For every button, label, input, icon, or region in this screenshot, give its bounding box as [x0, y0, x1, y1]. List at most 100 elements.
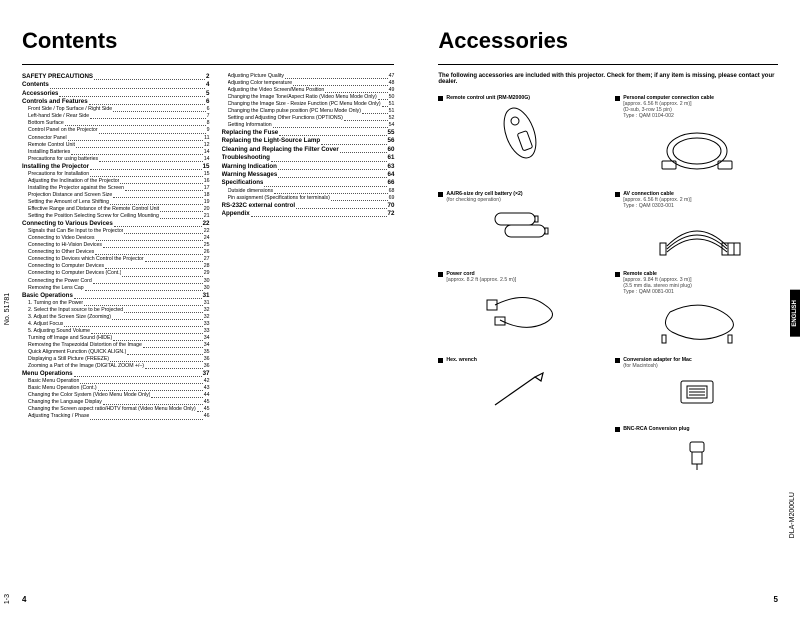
toc-page: 19: [204, 199, 210, 206]
toc-title: Setting the Amount of Lens Shifting: [28, 199, 109, 206]
bullet-icon: [615, 96, 620, 101]
toc-row: Installing Batteries14: [22, 149, 210, 156]
accessory-item: Remote cable[approx. 9.84 ft (approx. 3 …: [615, 271, 778, 351]
toc-row: Changing the Image Size - Resize Functio…: [222, 101, 395, 108]
toc-page: 4: [206, 81, 209, 89]
toc-page: 2: [206, 73, 209, 81]
toc-title: Controls and Features: [22, 98, 88, 106]
toc-row: Front Side / Top Surface / Right Side6: [22, 106, 210, 113]
toc-row: Remote Control Unit12: [22, 142, 210, 149]
bullet-icon: [438, 192, 443, 197]
toc-title: 3. Adjust the Screen Size (Zooming): [28, 314, 111, 321]
toc-row: Setting the Amount of Lens Shifting 19: [22, 199, 210, 206]
toc-row: 1. Turning on the Power31: [22, 300, 210, 307]
toc-page: 49: [389, 87, 395, 94]
toc-page: 27: [204, 256, 210, 263]
toc-row: Installing the Projector against the Scr…: [22, 185, 210, 192]
toc-row: Basic Menu Operation (Cont.)43: [22, 385, 210, 392]
toc-row: Zooming a Part of the Image (DIGITAL ZOO…: [22, 363, 210, 370]
toc-page: 6: [207, 106, 210, 113]
toc-row: Changing the Image Tone/Aspect Ratio (Vi…: [222, 94, 395, 101]
toc-page: 52: [389, 115, 395, 122]
toc-title: Connecting to Computer Devices (Cont.): [28, 270, 121, 277]
toc-title: Turning off Image and Sound (HIDE): [28, 335, 112, 342]
toc-row: Precautions for Installation15: [22, 171, 210, 178]
toc-page: 22: [204, 228, 210, 235]
toc-page: 7: [207, 113, 210, 120]
toc-row: Turning off Image and Sound (HIDE)34: [22, 335, 210, 342]
toc-row: SAFETY PRECAUTIONS2: [22, 73, 210, 81]
toc-page: 66: [388, 179, 395, 187]
toc-row: Removing the Lens Cap30: [22, 285, 210, 292]
accessory-item: Conversion adapter for Mac(for Macintosh…: [615, 357, 778, 420]
toc-page: 28: [204, 263, 210, 270]
toc-row: Adjusting Picture Quality47: [222, 73, 395, 80]
toc-page: 25: [204, 242, 210, 249]
toc-row: Connecting to Hi-Vision Devices25: [22, 242, 210, 249]
toc-row: Setting the Position Selecting Screw for…: [22, 213, 210, 220]
toc-page: 15: [203, 163, 210, 171]
page-number-right: 5: [774, 595, 778, 604]
toc-page: 31: [203, 292, 210, 300]
bullet-icon: [438, 358, 443, 363]
toc-title: Replacing the Fuse: [222, 129, 279, 137]
toc-title: Installing the Projector: [22, 163, 89, 171]
toc-page: 60: [388, 146, 395, 154]
toc-row: Adjusting the Inclination of the Project…: [22, 178, 210, 185]
toc-title: 4. Adjust Focus: [28, 321, 63, 328]
toc-page: 46: [204, 413, 210, 420]
toc-title: Connecting to Computer Devices: [28, 263, 104, 270]
toc-page: 17: [204, 185, 210, 192]
bullet-icon: [438, 96, 443, 101]
toc-row: 4. Adjust Focus 33: [22, 321, 210, 328]
accessory-subtitle: (for Macintosh): [623, 363, 658, 369]
toc-row: Quick Alignment Function (QUICK ALIGN.)3…: [22, 349, 210, 356]
accessory-item: Hex. wrench: [438, 357, 601, 420]
toc-row: Replacing the Fuse 55: [222, 129, 395, 137]
toc-row: Setting and Adjusting Other Functions (O…: [222, 115, 395, 122]
toc-row: Installing the Projector 15: [22, 163, 210, 171]
toc-title: Cleaning and Replacing the Filter Cover: [222, 146, 339, 154]
toc-page: 43: [204, 385, 210, 392]
toc-page: 44: [204, 392, 210, 399]
toc-title: Getting Information: [228, 122, 272, 129]
toc-title: Precautions for using batteries: [28, 156, 98, 163]
toc-title: 5. Adjusting Sound Volume: [28, 328, 90, 335]
toc-row: Displaying a Still Picture (FREEZE)36: [22, 356, 210, 363]
toc-row: Control Panel on the Projector9: [22, 127, 210, 134]
toc-column-1: SAFETY PRECAUTIONS2Contents4Accessories5…: [22, 73, 210, 421]
toc-page: 5: [206, 90, 209, 98]
toc-row: Projection Distance and Screen Size18: [22, 192, 210, 199]
accessories-grid: Remote control unit (RM-M2000G) Personal …: [438, 95, 778, 478]
toc-title: Pin assignment (Specifications for termi…: [228, 195, 330, 202]
toc-title: Adjusting Tracking / Phase: [28, 413, 89, 420]
toc-row: Adjusting Tracking / Phase 46: [22, 413, 210, 420]
toc-page: 15: [204, 171, 210, 178]
accessory-title: Remote control unit (RM-M2000G): [446, 95, 530, 101]
toc-page: 21: [204, 213, 210, 220]
toc-page: 45: [204, 406, 210, 413]
toc-page: 51: [389, 101, 395, 108]
toc-page: 70: [388, 202, 395, 210]
toc-title: Installing Batteries: [28, 149, 70, 156]
toc-row: Contents4: [22, 81, 210, 89]
toc-page: 30: [204, 285, 210, 292]
toc-page: 33: [204, 321, 210, 328]
bullet-icon: [615, 272, 620, 277]
toc-title: Changing the Image Tone/Aspect Ratio (Vi…: [228, 94, 377, 101]
toc-row: Basic Menu Operation42: [22, 378, 210, 385]
toc-page: 64: [388, 171, 395, 179]
toc-page: 33: [204, 328, 210, 335]
toc-page: 55: [388, 129, 395, 137]
accessory-item: Personal computer connection cable[appro…: [615, 95, 778, 185]
spine-label-top: No. 51781: [4, 293, 11, 325]
spine-label-bottom: 1-3: [4, 594, 11, 604]
bullet-icon: [615, 427, 620, 432]
toc-page: 24: [204, 235, 210, 242]
toc-title: Effective Range and Distance of the Remo…: [28, 206, 159, 213]
toc-page: 51: [389, 108, 395, 115]
toc-row: Connecting to Computer Devices 28: [22, 263, 210, 270]
toc-title: Menu Operations: [22, 370, 73, 378]
toc-page: 50: [389, 94, 395, 101]
toc-column-2: Adjusting Picture Quality47Adjusting Col…: [222, 73, 395, 421]
